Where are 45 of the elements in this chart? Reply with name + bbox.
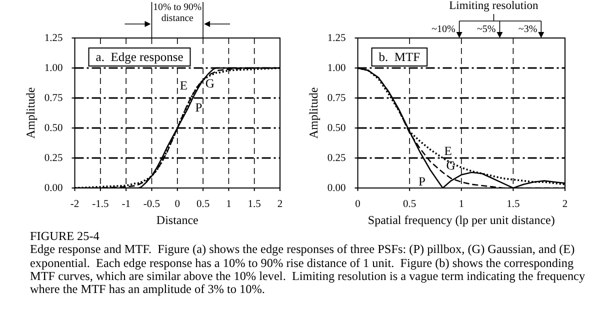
y-tick-label: 0.50 <box>44 122 63 134</box>
text: Edge response and MTF. Figure (a) shows the edge responses of three PSFs: (P) pillbox, (G) Gaussian, and (E) exponential. Each edge response has a 10% to 90% rise distance of 1 unit. Figure (b) shows the corresponding MTF curves, which are similar above the 10% level. Limiting resolution is a vague term indicating the frequency where the MTF has an amplitude of 3% to 10%. <box>30 242 586 296</box>
x-tick-label: 1 <box>458 199 464 210</box>
x-tick-label: 2 <box>277 199 283 210</box>
caption: FIGURE 25-4 <box>30 229 100 244</box>
y-tick-label: 0.25 <box>44 152 63 164</box>
text: 10% to 90% distance <box>152 2 202 24</box>
x-tick-label: 1.5 <box>506 199 520 210</box>
x-tick-label: -1 <box>122 199 130 210</box>
x-tick-label: 0.5 <box>196 199 210 210</box>
y-tick-label: 1.00 <box>327 62 346 74</box>
y-tick-label: 0.50 <box>327 122 346 134</box>
x-tick-label: 0 <box>355 199 360 210</box>
y-tick-label: 0.75 <box>44 92 63 104</box>
x-tick-label: 0.5 <box>403 199 416 210</box>
x-tick-label: -0.5 <box>143 199 160 210</box>
text: Limiting resolution <box>449 0 538 12</box>
y-axis-title: Amplitude <box>306 87 320 139</box>
x-tick-label: -1.5 <box>92 199 109 210</box>
text: a. Edge response <box>96 50 184 64</box>
y-tick-label: 1.00 <box>44 62 63 74</box>
y-tick-label: 0.00 <box>44 182 63 194</box>
y-tick-label: 1.25 <box>44 32 63 44</box>
series-label: P <box>418 174 426 188</box>
y-tick-label: 0.00 <box>327 182 346 194</box>
series-label: G <box>205 76 214 90</box>
x-tick-label: 0 <box>174 199 180 210</box>
x-tick-label: -2 <box>70 199 80 210</box>
x-axis-title: Distance <box>156 212 198 227</box>
text: ~10% <box>432 24 456 35</box>
x-axis-title: Spatial frequency (lp per unit distance) <box>368 212 555 227</box>
series-label: G <box>446 158 456 173</box>
series-label: E <box>444 144 452 158</box>
text: ~3% <box>518 24 538 35</box>
x-tick-label: 1.5 <box>248 199 261 210</box>
y-tick-label: 0.75 <box>327 92 346 104</box>
text: ~5% <box>476 24 496 35</box>
series-label: E <box>180 78 188 92</box>
series-label: P <box>195 100 202 114</box>
text: b. MTF <box>378 50 420 64</box>
x-tick-label: 2 <box>562 199 568 210</box>
x-tick-label: 1 <box>226 199 232 210</box>
y-tick-label: 1.25 <box>327 32 346 44</box>
y-tick-label: 0.25 <box>327 152 346 164</box>
y-axis-title: Amplitude <box>23 87 38 139</box>
